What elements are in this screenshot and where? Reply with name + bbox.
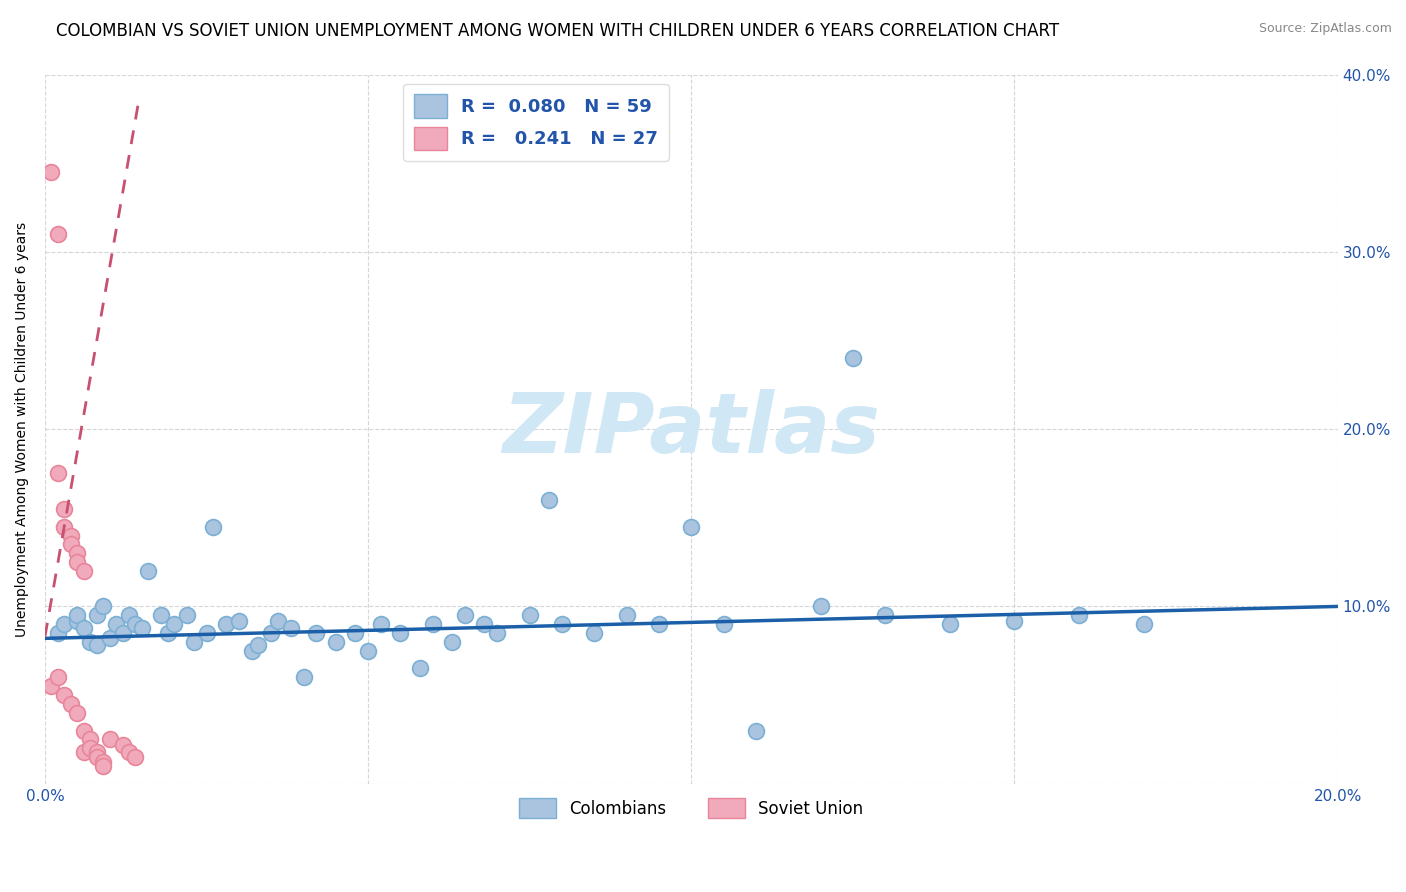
Point bbox=[86, 750, 108, 764]
Point bbox=[325, 635, 347, 649]
Point bbox=[138, 564, 160, 578]
Point bbox=[616, 608, 638, 623]
Point bbox=[409, 661, 432, 675]
Point bbox=[86, 608, 108, 623]
Point bbox=[105, 617, 128, 632]
Point bbox=[66, 555, 89, 569]
Point bbox=[46, 670, 69, 684]
Text: Source: ZipAtlas.com: Source: ZipAtlas.com bbox=[1258, 22, 1392, 36]
Point bbox=[357, 644, 380, 658]
Point bbox=[875, 608, 897, 623]
Point bbox=[247, 639, 270, 653]
Point bbox=[1132, 617, 1154, 632]
Point bbox=[66, 608, 89, 623]
Point bbox=[46, 626, 69, 640]
Point bbox=[46, 227, 69, 241]
Point bbox=[124, 750, 146, 764]
Point bbox=[183, 635, 205, 649]
Point bbox=[131, 621, 153, 635]
Point bbox=[842, 351, 865, 366]
Legend: Colombians, Soviet Union: Colombians, Soviet Union bbox=[513, 791, 870, 825]
Point bbox=[41, 165, 63, 179]
Point bbox=[176, 608, 198, 623]
Point bbox=[73, 745, 96, 759]
Point bbox=[111, 626, 134, 640]
Point bbox=[215, 617, 238, 632]
Point bbox=[59, 528, 82, 542]
Text: ZIPatlas: ZIPatlas bbox=[502, 389, 880, 469]
Point bbox=[79, 732, 101, 747]
Point bbox=[91, 599, 114, 614]
Point bbox=[66, 614, 89, 628]
Point bbox=[266, 614, 288, 628]
Point bbox=[79, 741, 101, 756]
Point bbox=[118, 745, 141, 759]
Point bbox=[202, 519, 225, 533]
Point bbox=[66, 706, 89, 720]
Point bbox=[454, 608, 477, 623]
Point bbox=[713, 617, 735, 632]
Point bbox=[86, 639, 108, 653]
Point bbox=[260, 626, 283, 640]
Point bbox=[59, 537, 82, 551]
Point bbox=[422, 617, 444, 632]
Point bbox=[389, 626, 412, 640]
Point bbox=[519, 608, 541, 623]
Point bbox=[41, 679, 63, 693]
Point bbox=[648, 617, 671, 632]
Point bbox=[53, 617, 76, 632]
Point bbox=[118, 608, 141, 623]
Point bbox=[98, 732, 121, 747]
Text: COLOMBIAN VS SOVIET UNION UNEMPLOYMENT AMONG WOMEN WITH CHILDREN UNDER 6 YEARS C: COLOMBIAN VS SOVIET UNION UNEMPLOYMENT A… bbox=[56, 22, 1059, 40]
Point bbox=[73, 564, 96, 578]
Point bbox=[124, 617, 146, 632]
Point bbox=[91, 756, 114, 770]
Point bbox=[810, 599, 832, 614]
Point bbox=[939, 617, 962, 632]
Point bbox=[228, 614, 250, 628]
Point bbox=[91, 759, 114, 773]
Point bbox=[486, 626, 509, 640]
Point bbox=[538, 493, 561, 508]
Point bbox=[745, 723, 768, 738]
Point bbox=[195, 626, 218, 640]
Point bbox=[280, 621, 302, 635]
Point bbox=[681, 519, 703, 533]
Point bbox=[86, 745, 108, 759]
Point bbox=[150, 608, 173, 623]
Point bbox=[583, 626, 606, 640]
Point bbox=[1004, 614, 1026, 628]
Point bbox=[441, 635, 464, 649]
Point bbox=[53, 519, 76, 533]
Point bbox=[98, 632, 121, 646]
Point bbox=[344, 626, 367, 640]
Point bbox=[370, 617, 392, 632]
Point bbox=[53, 688, 76, 702]
Point bbox=[53, 502, 76, 516]
Point bbox=[156, 626, 179, 640]
Point bbox=[240, 644, 263, 658]
Point bbox=[111, 738, 134, 752]
Point bbox=[292, 670, 315, 684]
Point bbox=[305, 626, 328, 640]
Point bbox=[46, 467, 69, 481]
Point bbox=[551, 617, 574, 632]
Point bbox=[79, 635, 101, 649]
Point bbox=[73, 621, 96, 635]
Point bbox=[474, 617, 496, 632]
Point bbox=[163, 617, 186, 632]
Point bbox=[66, 546, 89, 560]
Point bbox=[73, 723, 96, 738]
Point bbox=[59, 697, 82, 711]
Y-axis label: Unemployment Among Women with Children Under 6 years: Unemployment Among Women with Children U… bbox=[15, 221, 30, 637]
Point bbox=[1069, 608, 1091, 623]
